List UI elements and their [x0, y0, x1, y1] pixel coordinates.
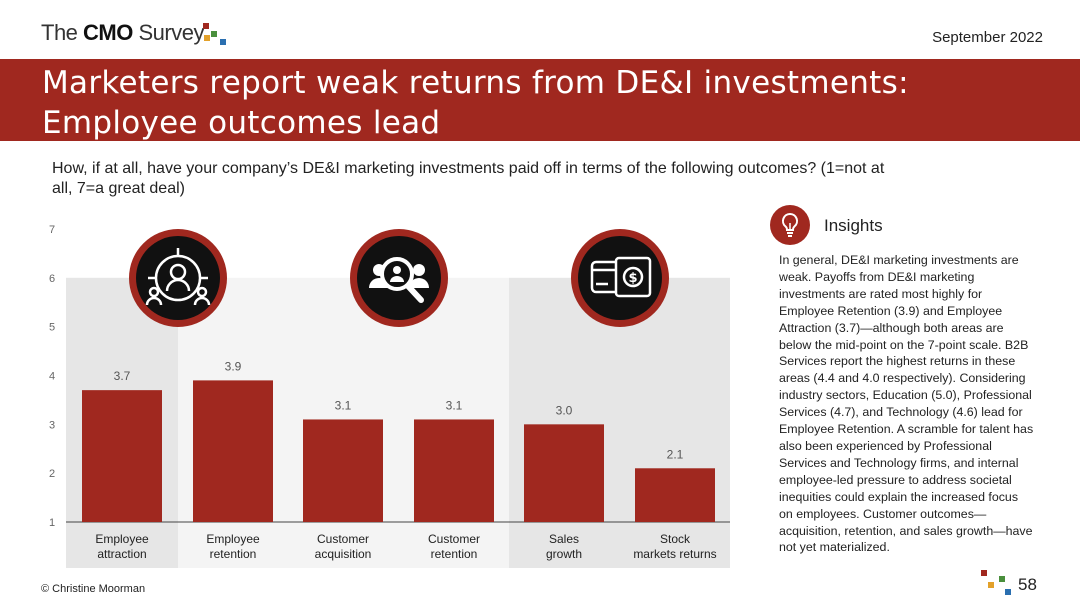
- bar: [524, 424, 604, 522]
- people-target-icon: [129, 229, 227, 327]
- logo-dots-icon: [981, 570, 1011, 595]
- data-label: 3.0: [556, 403, 573, 417]
- y-tick-label: 1: [49, 517, 55, 529]
- x-tick-label: Stock: [660, 532, 691, 546]
- data-label: 3.7: [114, 369, 131, 383]
- y-tick-label: 6: [49, 273, 55, 285]
- svg-text:$: $: [628, 271, 637, 286]
- x-tick-label: Sales: [549, 532, 579, 546]
- bar: [82, 390, 162, 522]
- lightbulb-icon: [770, 205, 810, 245]
- x-tick-label: retention: [210, 547, 257, 561]
- x-tick-label: markets returns: [633, 547, 716, 561]
- bar: [414, 419, 494, 522]
- y-tick-label: 5: [49, 322, 55, 334]
- x-tick-label: Customer: [317, 532, 369, 546]
- people-search-icon: [350, 229, 448, 327]
- insights-title: Insights: [824, 216, 883, 235]
- survey-question: How, if at all, have your company’s DE&I…: [52, 160, 885, 197]
- insights-text: In general, DE&I marketing investments a…: [779, 253, 1034, 555]
- x-tick-label: retention: [431, 547, 478, 561]
- x-tick-label: Customer: [428, 532, 480, 546]
- y-tick-label: 4: [49, 371, 55, 383]
- logo-text-pre: The: [41, 20, 84, 45]
- logo-text-bold: CMO: [83, 20, 133, 45]
- data-label: 2.1: [667, 447, 684, 461]
- x-tick-label: acquisition: [315, 547, 372, 561]
- y-tick-label: 3: [49, 419, 55, 431]
- data-label: 3.1: [335, 398, 352, 412]
- copyright: © Christine Moorman: [41, 583, 146, 595]
- page-number: 58: [1018, 575, 1037, 594]
- bar: [193, 380, 273, 522]
- bar: [635, 468, 715, 522]
- logo-text-post: Survey: [132, 20, 204, 45]
- report-date: September 2022: [932, 29, 1043, 46]
- data-label: 3.1: [446, 398, 463, 412]
- y-tick-label: 7: [49, 224, 55, 236]
- x-tick-label: growth: [546, 547, 582, 561]
- x-tick-label: Employee: [206, 532, 260, 546]
- bar: [303, 419, 383, 522]
- money-card-icon: $: [571, 229, 669, 327]
- x-tick-label: Employee: [95, 532, 149, 546]
- y-tick-label: 2: [49, 468, 55, 480]
- page-title: Marketers report weak returns from DE&I …: [42, 65, 909, 141]
- cmo-survey-logo: The CMO Survey: [41, 20, 204, 46]
- title-banner: Marketers report weak returns from DE&I …: [0, 59, 1080, 141]
- x-tick-label: attraction: [97, 547, 146, 561]
- data-label: 3.9: [225, 359, 242, 373]
- logo-dots-icon: [203, 23, 226, 45]
